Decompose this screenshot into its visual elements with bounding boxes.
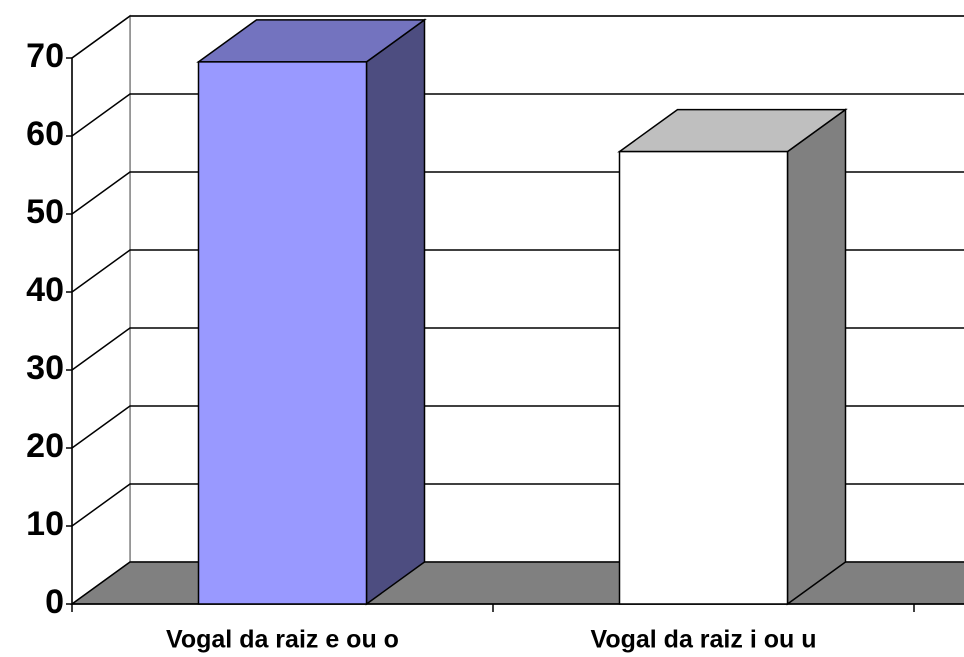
bar xyxy=(618,150,789,605)
y-tick-label: 10 xyxy=(26,505,64,543)
bar xyxy=(197,61,368,605)
grid-line xyxy=(71,93,964,137)
y-tick-label: 20 xyxy=(26,427,64,465)
grid-line xyxy=(71,15,964,59)
y-tick-label: 60 xyxy=(26,115,64,153)
x-tick-label: Vogal da raiz i ou u xyxy=(591,626,817,654)
bar-side xyxy=(786,108,847,606)
y-tick-label: 70 xyxy=(26,37,64,75)
bar-side xyxy=(365,18,426,606)
y-tick-label: 50 xyxy=(26,193,64,231)
y-tick-label: 0 xyxy=(45,583,64,621)
y-tick-label: 40 xyxy=(26,271,64,309)
side-wall xyxy=(71,14,131,606)
y-tick-label: 30 xyxy=(26,349,64,387)
x-tick-label: Vogal da raiz e ou o xyxy=(166,626,399,654)
